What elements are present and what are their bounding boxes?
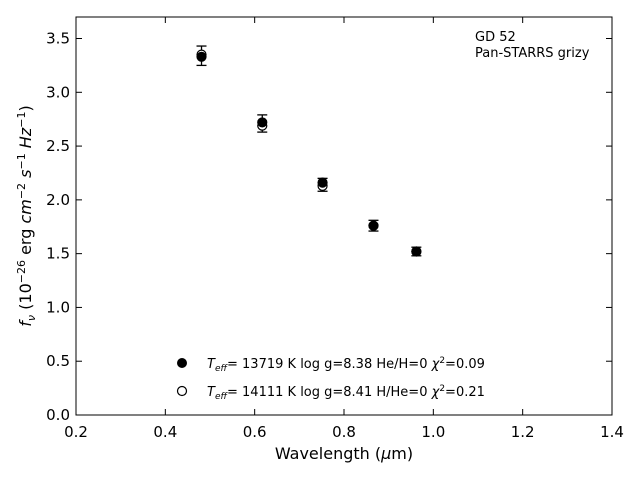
legend-text-2: Teff= 14111 K log g=8.41 H/He=0 χ2=0.21: [207, 384, 485, 402]
y-tick-label: 2.5: [46, 137, 70, 155]
tick-labels: 0.2 0.4 0.6 0.8 1.0 1.2 1.4 0.0 0.5 1.0 1.5 2.0 2.5 3…: [46, 30, 624, 441]
x-tick-label: 1.0: [421, 423, 445, 441]
point-model-filled: [411, 246, 422, 257]
legend-entry-2: Teff= 14111 K log g=8.41 H/He=0 χ2=0.21: [176, 384, 485, 402]
x-tick-label: 0.4: [153, 423, 177, 441]
data-points: [196, 49, 422, 257]
y-tick-label: 1.0: [46, 298, 70, 316]
annotation-survey: Pan-STARRS grizy: [475, 46, 590, 61]
legend-marker-open: [176, 385, 188, 397]
ticks: [75, 17, 613, 416]
x-tick-label: 0.6: [243, 423, 267, 441]
y-tick-label: 0.0: [46, 406, 70, 424]
y-tick-label: 1.5: [46, 245, 70, 263]
x-tick-label: 0.2: [64, 423, 88, 441]
y-tick-label: 3.0: [46, 83, 70, 101]
legend: Teff= 13719 K log g=8.38 He/H=0 χ2=0.09 …: [176, 356, 485, 402]
x-tick-label: 1.4: [600, 423, 624, 441]
legend-marker-filled: [177, 358, 187, 368]
x-axis-label: Wavelength (μm): [275, 444, 413, 463]
legend-entry-1: Teff= 13719 K log g=8.38 He/H=0 χ2=0.09: [177, 356, 485, 374]
y-axis-label: fν (10−26 erg cm−2 s−1 Hz−1): [15, 105, 38, 326]
x-tick-label: 1.2: [511, 423, 535, 441]
legend-text-1: Teff= 13719 K log g=8.38 He/H=0 χ2=0.09: [207, 356, 485, 374]
point-model-filled: [368, 220, 379, 231]
point-model-filled: [257, 117, 268, 128]
plot-frame: [75, 16, 613, 416]
y-tick-label: 3.5: [46, 30, 70, 48]
error-bars: [196, 45, 422, 257]
x-tick-label: 0.8: [332, 423, 356, 441]
point-model-filled: [196, 51, 207, 62]
point-model-filled: [317, 177, 328, 188]
y-tick-label: 2.0: [46, 191, 70, 209]
annotation-star-name: GD 52: [475, 30, 516, 45]
y-tick-label: 0.5: [46, 352, 70, 370]
